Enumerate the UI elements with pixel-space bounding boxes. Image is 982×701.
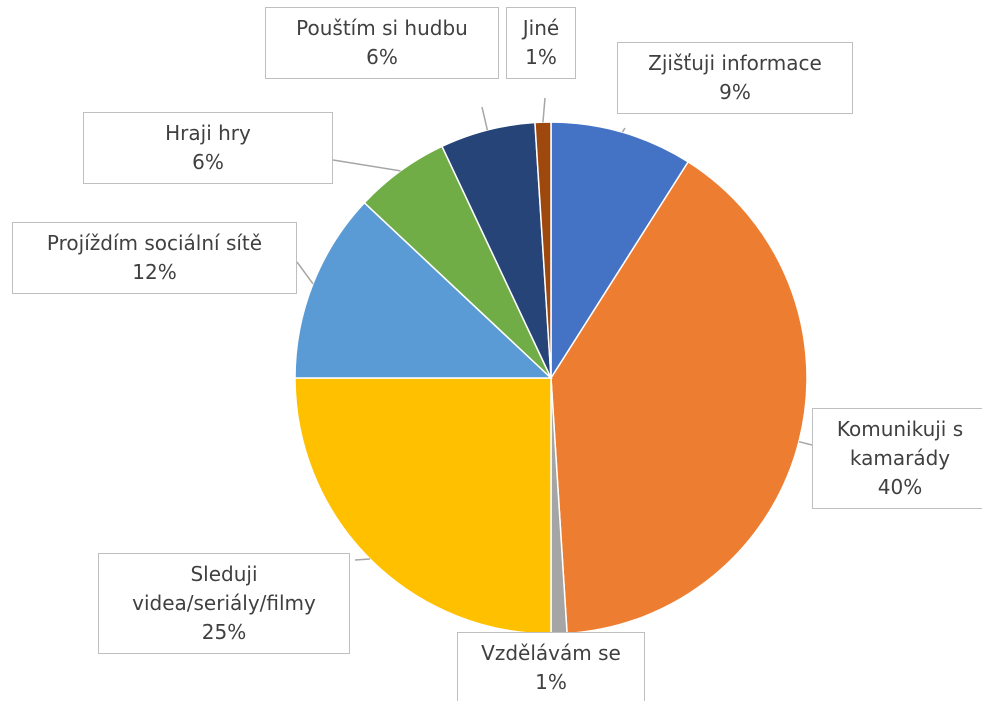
data-label: Hraji hry 6% <box>83 112 333 184</box>
leader-line <box>332 159 401 172</box>
percent-label: 1% <box>535 670 567 694</box>
percent-label: 25% <box>201 620 247 644</box>
category-label: Zjišťuji informace <box>648 51 822 75</box>
percent-label: 40% <box>877 475 923 499</box>
leader-line <box>542 97 546 123</box>
category-label: Projíždím sociální sítě <box>46 231 263 255</box>
percent-label: 12% <box>132 260 177 284</box>
category-label: Vzdělávám se <box>481 641 621 665</box>
pie-slice <box>294 201 553 379</box>
pie-slice <box>550 160 808 635</box>
pie-slice <box>294 377 552 635</box>
percent-label: 6% <box>192 150 224 174</box>
percent-label: 6% <box>366 45 398 69</box>
data-label: Komunikuji s kamarády 40% <box>812 408 982 509</box>
category-label: Jiné <box>522 16 560 40</box>
pie-slice <box>550 121 690 381</box>
data-label: Jiné 1% <box>506 7 576 79</box>
data-label: Zjišťuji informace 9% <box>617 42 853 114</box>
leader-line <box>481 106 489 131</box>
percent-label: 9% <box>719 80 751 104</box>
data-label: Sleduji videa/seriály/filmy 25% <box>98 553 350 654</box>
data-label: Vzdělávám se 1% <box>457 632 645 701</box>
leader-line <box>621 127 626 133</box>
leader-line <box>296 261 314 285</box>
category-label: Pouštím si hudbu <box>296 16 468 40</box>
data-label: Projíždím sociální sítě 12% <box>12 222 297 294</box>
percent-label: 1% <box>525 45 557 69</box>
category-label: Sleduji videa/seriály/filmy <box>132 562 316 615</box>
data-label: Pouštím si hudbu 6% <box>265 7 499 79</box>
leader-line <box>798 440 813 446</box>
category-label: Hraji hry <box>165 121 251 145</box>
leader-line <box>354 558 371 561</box>
category-label: Komunikuji s kamarády <box>836 417 964 470</box>
